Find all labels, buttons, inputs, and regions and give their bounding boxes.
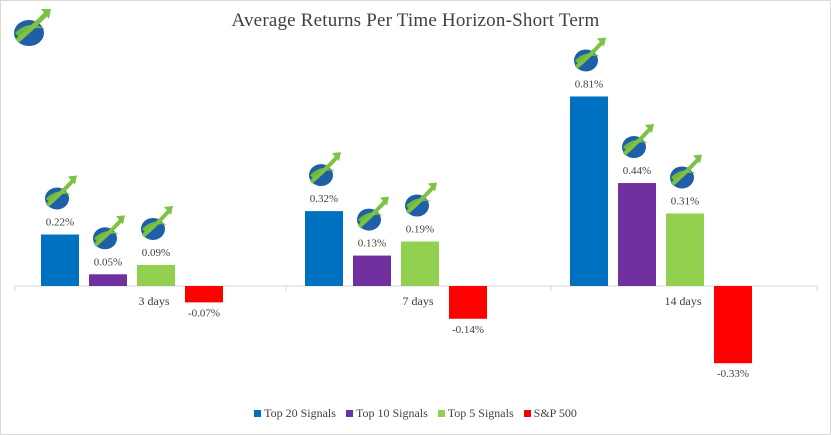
bar (401, 241, 439, 286)
data-label: 0.81% (575, 78, 603, 90)
chart-legend: Top 20 Signals Top 10 Signals Top 5 Signal… (1, 406, 830, 421)
bar (41, 234, 79, 286)
legend-swatch (254, 410, 262, 417)
bar (449, 286, 487, 319)
category-label: 14 days (665, 294, 702, 308)
data-label: 0.22% (46, 217, 74, 229)
data-label: 0.19% (406, 224, 434, 236)
bar-logo-icon (574, 37, 606, 72)
category-label: 3 days (139, 294, 170, 308)
data-label: 0.13% (358, 238, 386, 250)
bar (305, 211, 343, 286)
data-label: -0.07% (188, 307, 220, 319)
bar-logo-icon (357, 196, 389, 231)
bar-logo-icon (93, 215, 125, 250)
bar-logo-icon (405, 182, 437, 217)
bar (666, 213, 704, 286)
legend-label: Top 20 Signals (264, 406, 336, 420)
data-label: -0.14% (452, 324, 484, 336)
legend-label: Top 10 Signals (355, 406, 428, 420)
bar (618, 183, 656, 286)
legend-swatch (437, 410, 445, 417)
data-label: 0.05% (94, 256, 122, 268)
legend-item: Top 20 Signals (254, 406, 336, 421)
data-label: 0.32% (310, 193, 338, 205)
data-label: 0.44% (623, 165, 651, 177)
data-label: 0.09% (142, 247, 170, 259)
chart-title: Average Returns Per Time Horizon-Short T… (231, 10, 600, 31)
bar-logo-icon (670, 154, 702, 189)
bar (89, 274, 127, 286)
bar (137, 264, 175, 286)
legend-label: Top 5 Signals (447, 406, 514, 420)
bar-logo-icon (141, 205, 173, 240)
legend-swatch (345, 410, 353, 417)
bar-logo-icon (309, 152, 341, 187)
bar-logo-icon (45, 175, 77, 210)
bar-logo-icon (622, 124, 654, 159)
bar (353, 255, 391, 286)
legend-item: S&P 500 (523, 406, 577, 421)
company-logo-icon (14, 9, 51, 46)
bar (714, 286, 752, 364)
legend-item: Top 5 Signals (437, 406, 514, 421)
category-label: 7 days (403, 294, 434, 308)
legend-swatch (523, 410, 531, 417)
data-label: 0.31% (671, 195, 699, 207)
legend-item: Top 10 Signals (345, 406, 428, 421)
legend-label: S&P 500 (533, 406, 577, 420)
bar (185, 286, 223, 303)
bar (570, 96, 608, 287)
data-label: -0.33% (717, 368, 749, 380)
